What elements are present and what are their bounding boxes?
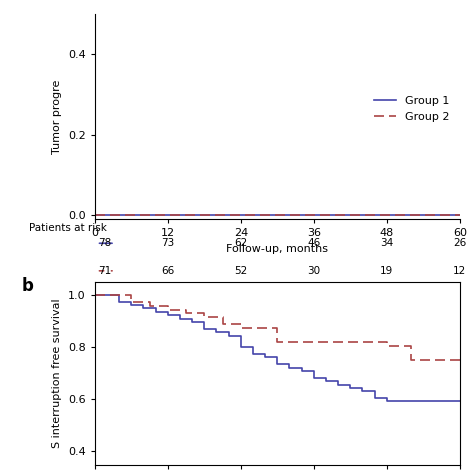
Text: 66: 66 bbox=[161, 266, 174, 276]
Text: 78: 78 bbox=[99, 238, 112, 248]
X-axis label: Follow-up, months: Follow-up, months bbox=[226, 244, 328, 254]
Text: Patients at risk: Patients at risk bbox=[29, 223, 107, 233]
Text: 71: 71 bbox=[99, 266, 112, 276]
Text: 62: 62 bbox=[234, 238, 247, 248]
Text: 46: 46 bbox=[307, 238, 320, 248]
Text: 52: 52 bbox=[234, 266, 247, 276]
Text: 73: 73 bbox=[161, 238, 174, 248]
Legend: Group 1, Group 2: Group 1, Group 2 bbox=[370, 91, 454, 126]
Y-axis label: S interruption free survival: S interruption free survival bbox=[53, 299, 63, 448]
Text: 34: 34 bbox=[380, 238, 393, 248]
Text: 12: 12 bbox=[453, 266, 466, 276]
Y-axis label: Tumor progre: Tumor progre bbox=[53, 80, 63, 154]
Text: 19: 19 bbox=[380, 266, 393, 276]
Text: b: b bbox=[22, 277, 34, 295]
Text: 30: 30 bbox=[307, 266, 320, 276]
Text: 26: 26 bbox=[453, 238, 466, 248]
